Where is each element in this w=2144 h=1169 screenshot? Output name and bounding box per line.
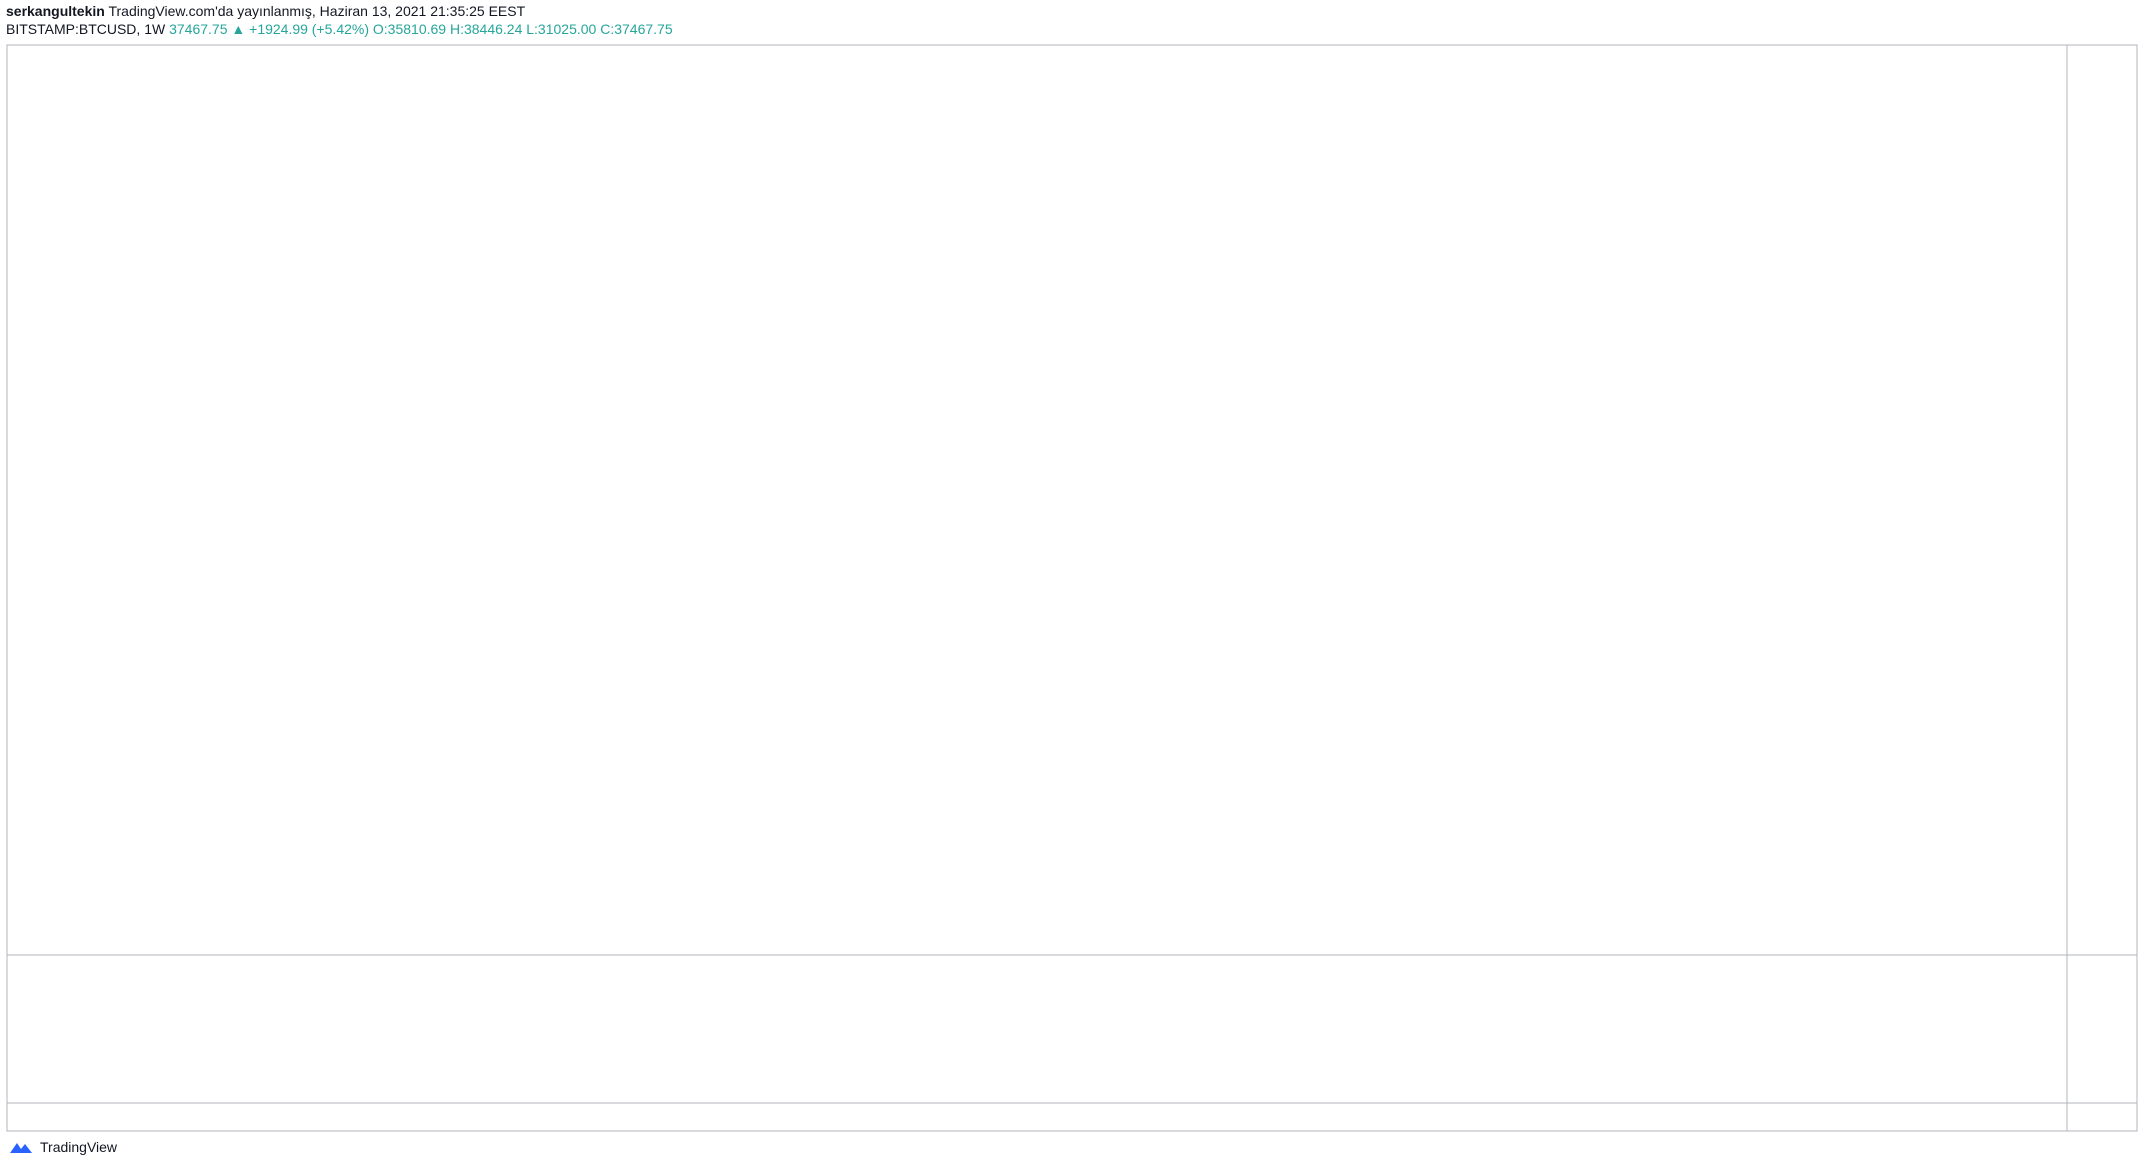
- footer: TradingView: [8, 1139, 117, 1155]
- footer-text: TradingView: [40, 1139, 118, 1155]
- header: serkangultekin TradingView.com'da yayınl…: [6, 2, 673, 38]
- user: serkangultekin: [6, 3, 105, 19]
- last: 37467.75: [169, 21, 228, 37]
- chart-border: [6, 44, 2138, 1132]
- ohlc: O:35810.69 H:38446.24 L:31025.00 C:37467…: [372, 21, 673, 37]
- logo: [10, 1143, 32, 1153]
- change: ▲ +1924.99 (+5.42%): [231, 21, 370, 37]
- symbol: BITSTAMP:BTCUSD, 1W: [6, 21, 166, 37]
- published: TradingView.com'da yayınlanmış, Haziran …: [108, 3, 526, 19]
- header-line-1: serkangultekin TradingView.com'da yayınl…: [6, 2, 673, 20]
- header-line-2: BITSTAMP:BTCUSD, 1W 37467.75 ▲ +1924.99 …: [6, 20, 673, 38]
